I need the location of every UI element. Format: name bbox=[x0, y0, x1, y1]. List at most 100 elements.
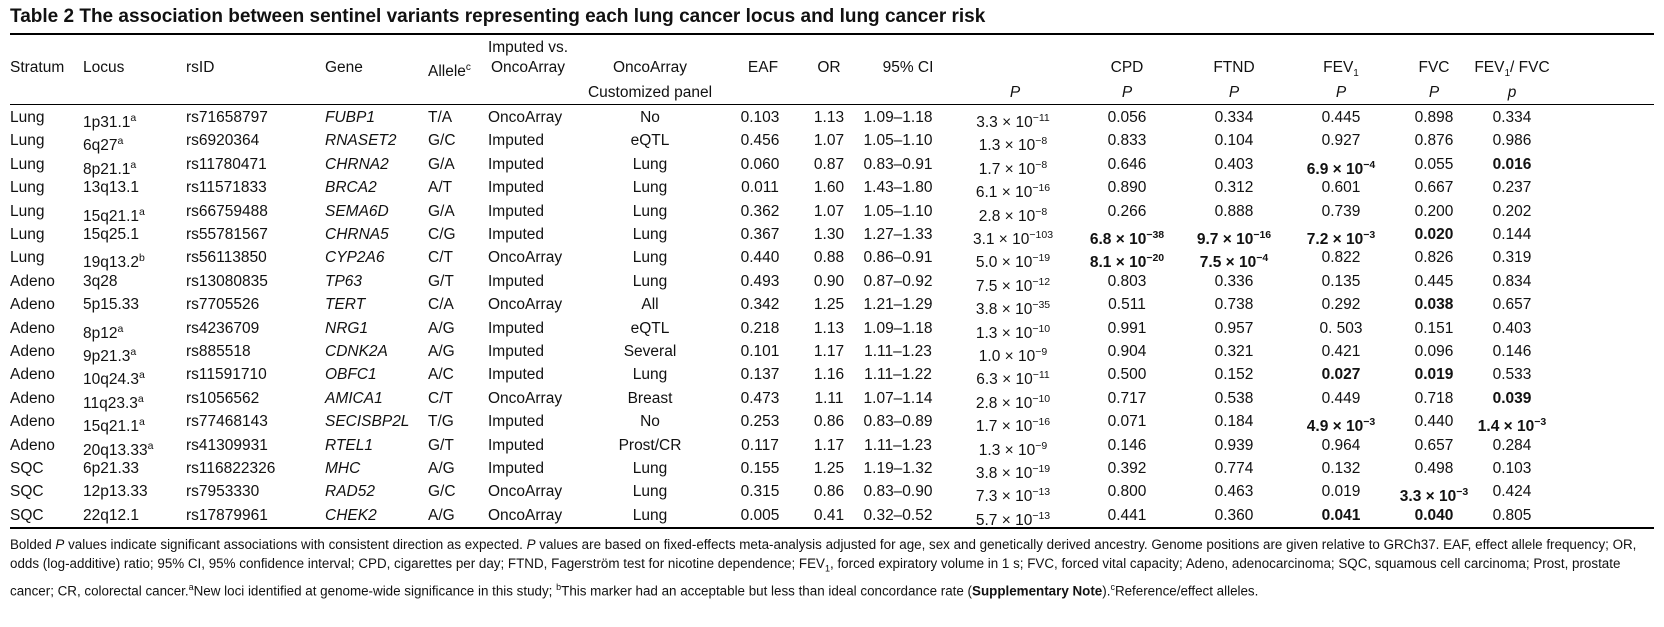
header-ci: 95% CI bbox=[882, 59, 934, 76]
cell-or: 1.25 bbox=[814, 459, 844, 479]
cell-cpd: 0.441 bbox=[1108, 506, 1147, 526]
cell-value: 0.019 bbox=[1414, 366, 1454, 384]
cell-or: 1.11 bbox=[814, 389, 843, 409]
cell-gene: RAD52 bbox=[325, 482, 375, 502]
cell-stratum: Adeno bbox=[10, 295, 55, 315]
cell-cpd: 0.392 bbox=[1108, 459, 1147, 479]
cell-stratum: Lung bbox=[10, 248, 44, 268]
cell-exponent: −8 bbox=[1035, 205, 1048, 218]
cell-value: T/G bbox=[428, 413, 454, 431]
cell-gene: SECISBP2L bbox=[325, 412, 409, 432]
locus-footnote-marker: a bbox=[130, 158, 137, 171]
cell-value: G/T bbox=[428, 436, 454, 454]
cell-value: 0.774 bbox=[1214, 460, 1254, 477]
cell-exponent: −16 bbox=[1253, 229, 1272, 241]
supplementary-note-reference: Supplementary Note bbox=[972, 583, 1103, 599]
cell-gene: TERT bbox=[325, 295, 365, 315]
cell-imputed: Imputed bbox=[488, 412, 544, 432]
cell-value: 0.041 bbox=[1321, 506, 1361, 524]
header-fev1-fvc: FEV1/ FVC bbox=[1474, 58, 1549, 84]
cell-value: Lung bbox=[10, 155, 45, 173]
cell-value: 0.146 bbox=[1492, 343, 1532, 360]
cell-exponent: −3 bbox=[1456, 486, 1469, 499]
cell-exponent: −9 bbox=[1035, 346, 1048, 358]
cell-value: 0.027 bbox=[1321, 366, 1361, 384]
cell-allele: G/C bbox=[428, 482, 456, 502]
cell-value: 0.445 bbox=[1321, 109, 1361, 126]
cell-allele: C/A bbox=[428, 295, 454, 315]
cell-value: rs55781567 bbox=[186, 226, 268, 243]
cell-value: 0.135 bbox=[1321, 272, 1361, 290]
cell-ratio: 0.533 bbox=[1493, 365, 1532, 385]
cell-p-base: 1.3 × 10−8 bbox=[979, 131, 1047, 156]
cell-value: Lung bbox=[10, 202, 45, 220]
cell-exponent: −103 bbox=[1029, 229, 1054, 241]
cell-ftnd: 0.334 bbox=[1215, 108, 1254, 128]
cell-rsid: rs77468143 bbox=[186, 412, 268, 432]
cell-stratum: Adeno bbox=[10, 342, 55, 362]
cell-value: SQC bbox=[10, 483, 44, 501]
cell-fev1: 0.041 bbox=[1322, 506, 1361, 526]
cell-cpd: 0.833 bbox=[1108, 131, 1147, 151]
cell-rsid: rs1056562 bbox=[186, 389, 259, 409]
cell-ftnd: 0.360 bbox=[1215, 506, 1254, 526]
cell-value: 0.718 bbox=[1414, 389, 1454, 407]
cell-value: 0.511 bbox=[1108, 296, 1146, 314]
cell-value: rs13080835 bbox=[186, 272, 268, 290]
cell-value: 1.21–1.29 bbox=[863, 296, 933, 314]
header-cpd-p: P bbox=[1121, 84, 1133, 101]
cell-value: rs66759488 bbox=[186, 202, 268, 220]
cell-ci: 1.43–1.80 bbox=[864, 178, 933, 198]
cell-eaf: 0.011 bbox=[741, 178, 779, 198]
cell-value: 0.83–0.89 bbox=[863, 413, 933, 431]
footnote-marker-b: b bbox=[556, 581, 562, 592]
cell-exponent: −4 bbox=[1256, 252, 1269, 265]
cell-p-base: 3.8 × 10−35 bbox=[976, 295, 1050, 320]
cell-value: A/T bbox=[428, 179, 453, 197]
cell-value: AMICA1 bbox=[325, 389, 383, 407]
cell-value: rs77468143 bbox=[186, 413, 268, 431]
cell-ftnd: 7.5 × 10−4 bbox=[1200, 248, 1268, 273]
header-imputed-line2: OncoArray bbox=[490, 59, 566, 76]
cell-value: T/A bbox=[428, 109, 453, 126]
cell-value: SEMA6D bbox=[325, 202, 389, 220]
cell-value: 0.117 bbox=[741, 436, 779, 454]
cell-gene: RNASET2 bbox=[325, 131, 397, 151]
cell-value: 19q13.2 bbox=[83, 254, 140, 272]
cell-rsid: rs4236709 bbox=[186, 319, 259, 339]
cell-fvc: 0.096 bbox=[1415, 342, 1454, 362]
cell-ftnd: 0.152 bbox=[1215, 365, 1254, 385]
cell-ratio: 0.016 bbox=[1493, 155, 1532, 175]
cell-value: Imputed bbox=[488, 413, 545, 431]
cell-ratio: 1.4 × 10−3 bbox=[1478, 412, 1546, 437]
cell-value: OncoArray bbox=[488, 296, 563, 314]
cell-value: 1.17 bbox=[813, 436, 845, 454]
cell-value: rs11591710 bbox=[186, 366, 267, 384]
cell-fvc: 0.445 bbox=[1415, 272, 1454, 292]
cell-eaf: 0.342 bbox=[741, 295, 780, 315]
cell-value: OncoArray bbox=[488, 249, 563, 267]
cell-value: 0.144 bbox=[1492, 226, 1532, 243]
bottom-rule bbox=[10, 527, 1654, 529]
cell-fev1: 7.2 × 10−3 bbox=[1307, 225, 1375, 250]
cell-fvc: 0.038 bbox=[1415, 295, 1454, 315]
cell-stratum: Lung bbox=[10, 155, 44, 175]
cell-value: rs7705526 bbox=[186, 296, 260, 314]
cell-eaf: 0.005 bbox=[741, 506, 780, 526]
cell-exponent: −13 bbox=[1032, 509, 1051, 522]
cell-value: 0.103 bbox=[1492, 460, 1532, 477]
cell-value: SECISBP2L bbox=[325, 413, 410, 431]
cell-exponent: −8 bbox=[1035, 158, 1048, 171]
cell-value: 0.016 bbox=[1492, 155, 1532, 173]
cell-value: 0.367 bbox=[740, 226, 780, 243]
cell-value: 0.83–0.91 bbox=[863, 155, 933, 173]
cell-value: 0.334 bbox=[1492, 109, 1532, 126]
cell-p-base: 3.8 × 10−19 bbox=[976, 459, 1050, 484]
cell-value: 0.321 bbox=[1214, 343, 1254, 360]
cell-imputed: Imputed bbox=[488, 365, 544, 385]
header-allele-footnote: c bbox=[465, 62, 471, 73]
cell-panel: eQTL bbox=[631, 319, 670, 339]
cell-value: 0.739 bbox=[1321, 202, 1361, 220]
cell-value: 3.3 × 10 bbox=[976, 114, 1033, 132]
header-eaf: EAF bbox=[747, 59, 779, 76]
